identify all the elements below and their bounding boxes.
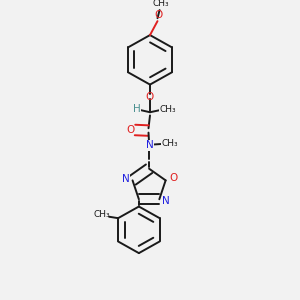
Text: N: N	[162, 196, 170, 206]
Text: CH₃: CH₃	[153, 0, 169, 8]
Text: O: O	[154, 10, 163, 20]
Text: CH₃: CH₃	[162, 140, 178, 148]
Text: N: N	[122, 174, 130, 184]
Text: H: H	[133, 104, 141, 114]
Text: O: O	[126, 125, 135, 135]
Text: N: N	[146, 140, 153, 150]
Text: O: O	[169, 173, 177, 183]
Text: CH₃: CH₃	[160, 104, 176, 113]
Text: CH₃: CH₃	[94, 210, 110, 219]
Text: O: O	[145, 92, 154, 101]
